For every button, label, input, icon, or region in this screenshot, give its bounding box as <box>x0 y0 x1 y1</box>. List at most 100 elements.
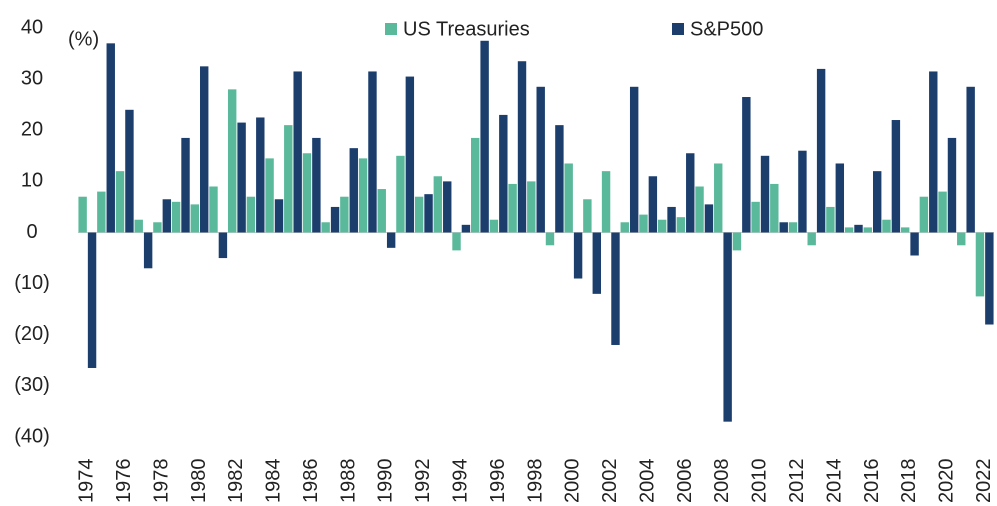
bar <box>312 137 321 233</box>
bar <box>657 219 667 233</box>
bar <box>732 232 742 251</box>
bar <box>854 224 863 233</box>
y-tick-label: (30) <box>14 374 50 396</box>
x-tick-label: 2018 <box>898 459 920 504</box>
bar <box>919 196 929 233</box>
bar <box>209 186 218 233</box>
bar <box>564 163 573 233</box>
bar <box>461 224 471 233</box>
legend-swatch <box>385 23 397 35</box>
bar <box>78 196 87 233</box>
bar <box>265 158 274 233</box>
bar <box>966 86 975 233</box>
x-tick-label: 1984 <box>263 459 285 504</box>
bar <box>863 227 872 233</box>
bar <box>826 206 835 233</box>
y-tick-label: (20) <box>14 323 50 345</box>
x-tick-label: 2008 <box>711 459 733 504</box>
bar <box>480 40 489 233</box>
bar <box>443 181 452 233</box>
bar <box>499 114 508 233</box>
bar <box>592 232 601 294</box>
x-tick-label: 1980 <box>188 459 210 504</box>
bar <box>143 232 153 269</box>
bar <box>237 122 246 233</box>
bar <box>620 222 629 233</box>
x-tick-label: 1994 <box>450 459 472 504</box>
x-tick-label: 2000 <box>562 459 584 504</box>
bar <box>171 201 181 233</box>
bar <box>424 194 433 233</box>
bar <box>760 155 770 233</box>
legend-swatch <box>672 23 684 35</box>
bar <box>527 181 536 233</box>
bar <box>97 191 106 233</box>
bar <box>181 137 190 233</box>
x-tick-label: 1988 <box>337 459 359 504</box>
bar <box>246 196 256 233</box>
bar <box>386 232 396 248</box>
bar <box>227 89 237 233</box>
bar <box>302 153 312 233</box>
bar <box>872 171 882 233</box>
bar <box>517 61 527 233</box>
bar <box>573 232 583 279</box>
bar <box>629 86 639 233</box>
legend-label: US Treasuries <box>403 18 530 40</box>
bar <box>975 232 985 297</box>
bar <box>788 222 798 233</box>
bar <box>452 232 461 251</box>
bar <box>115 171 125 233</box>
bar <box>751 201 760 233</box>
bar <box>471 137 480 233</box>
x-tick-label: 2012 <box>786 459 808 504</box>
bar <box>330 206 340 233</box>
bar <box>882 219 891 233</box>
x-tick-label: 2010 <box>749 459 771 504</box>
bar <box>274 199 284 233</box>
bar <box>770 183 779 233</box>
bar <box>555 125 564 233</box>
bar <box>200 66 209 233</box>
bar <box>134 219 143 233</box>
bar <box>891 120 901 233</box>
y-tick-label: 40 <box>21 16 43 38</box>
bar <box>742 97 751 233</box>
bar <box>583 199 592 233</box>
bar <box>714 163 723 233</box>
x-tick-label: 2006 <box>674 459 696 504</box>
bar <box>106 43 115 233</box>
bar <box>900 227 910 233</box>
bar <box>368 71 377 233</box>
bar <box>405 76 415 233</box>
bar <box>807 232 816 246</box>
bar <box>190 204 200 233</box>
bar <box>125 109 134 233</box>
bar <box>938 191 947 233</box>
x-tick-label: 1974 <box>76 459 98 504</box>
bar <box>676 217 686 233</box>
bar <box>816 68 826 233</box>
x-tick-label: 2004 <box>636 459 658 504</box>
bar <box>414 196 424 233</box>
x-tick-label: 1986 <box>300 459 322 504</box>
y-tick-label: 20 <box>21 119 43 141</box>
bar <box>957 232 966 246</box>
bar <box>947 137 957 233</box>
bar <box>704 204 714 233</box>
bar <box>667 206 676 233</box>
y-tick-label: (10) <box>14 272 50 294</box>
bar <box>611 232 620 345</box>
y-tick-label: 30 <box>21 67 43 89</box>
bar <box>358 158 368 233</box>
legend-label: S&P500 <box>690 18 763 40</box>
bar <box>985 232 994 325</box>
y-tick-label: 10 <box>21 170 43 192</box>
bar <box>349 148 358 233</box>
x-tick-label: 2016 <box>861 459 883 504</box>
bar <box>639 214 648 233</box>
bar <box>536 86 545 233</box>
x-tick-label: 2020 <box>936 459 958 504</box>
